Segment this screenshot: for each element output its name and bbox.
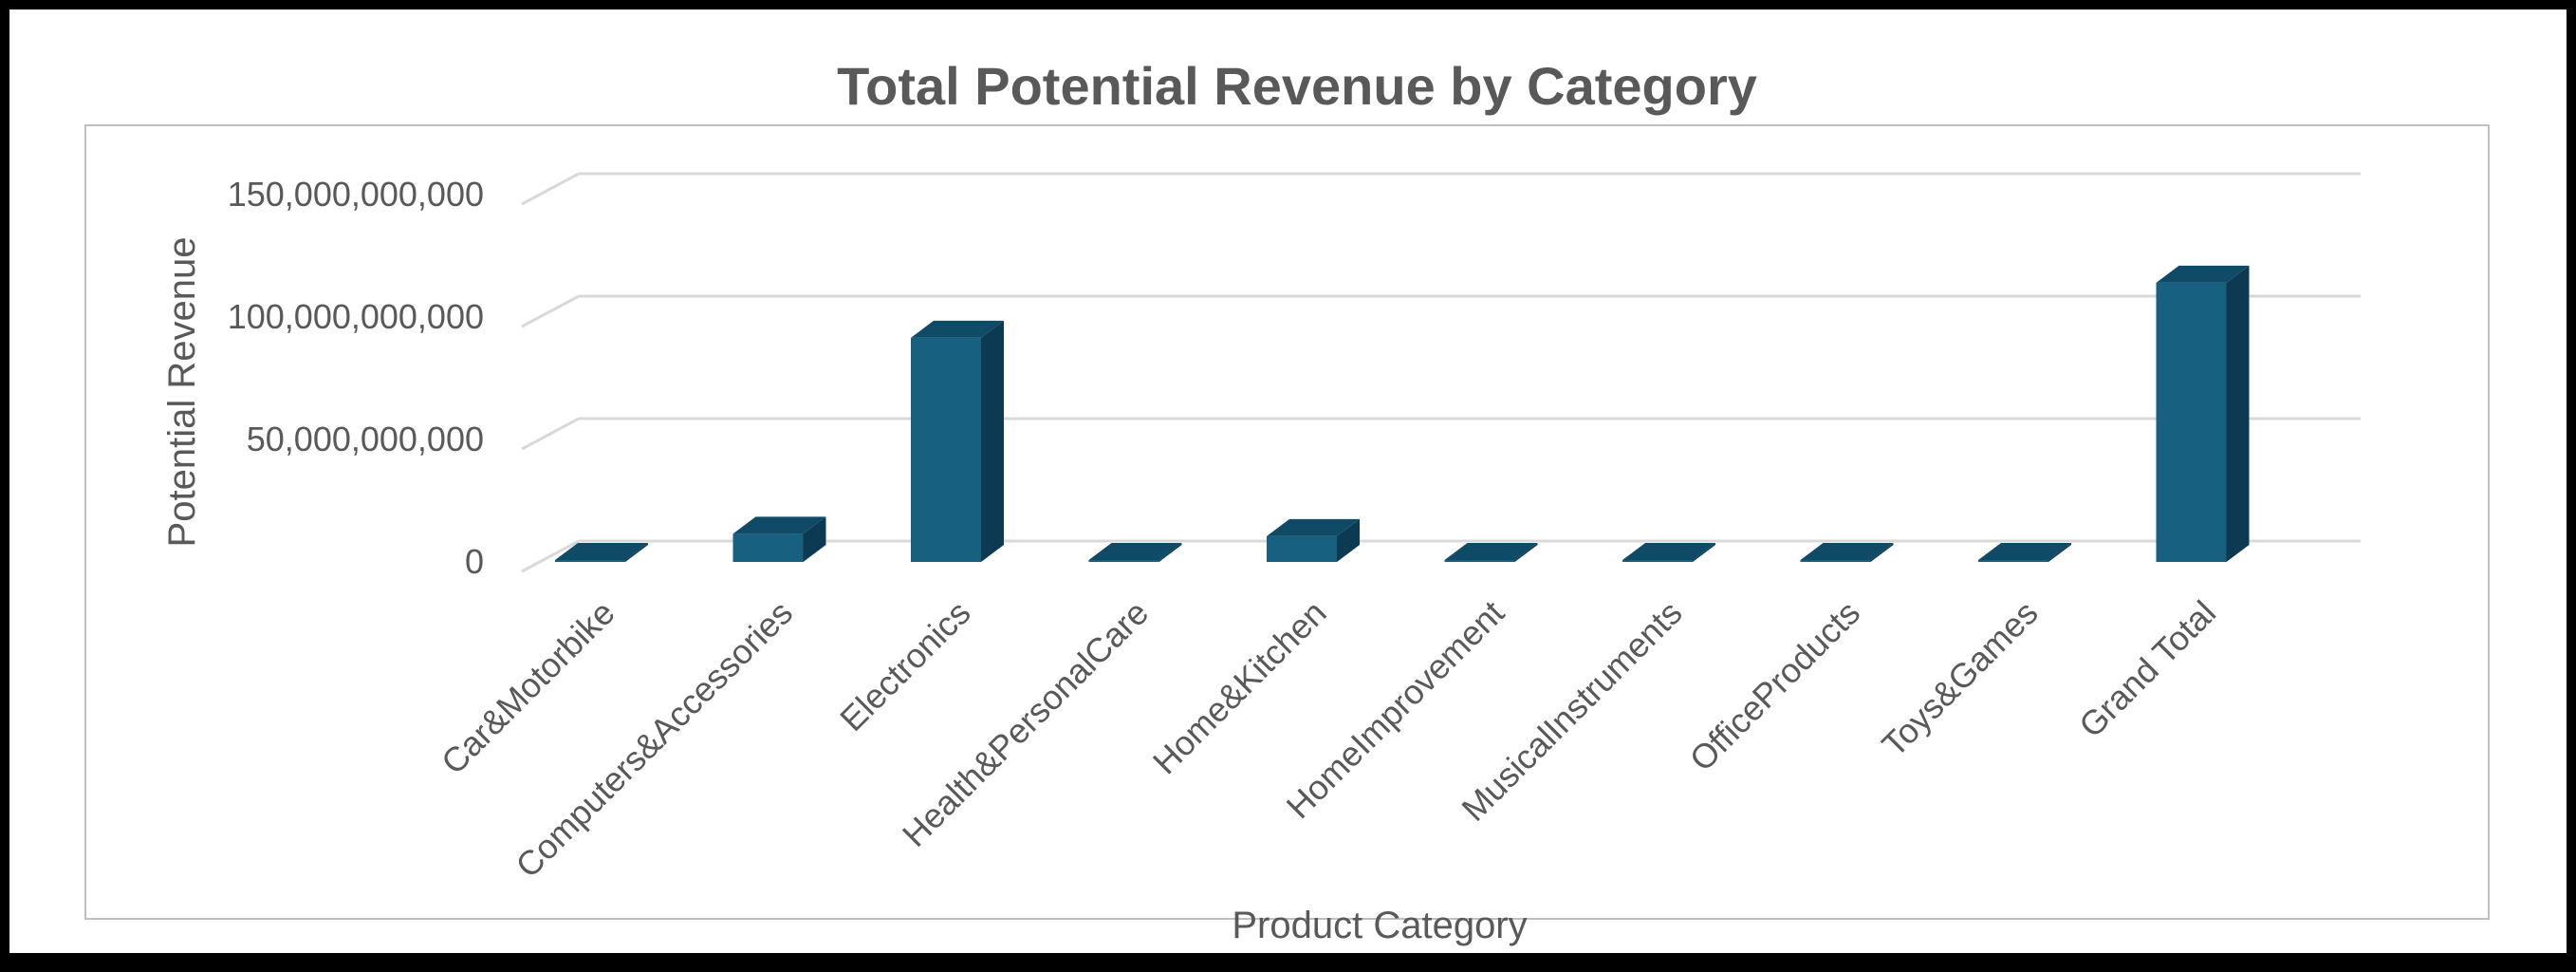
- y-tick-label: 0: [465, 542, 484, 581]
- gridline-diagonal: [521, 417, 580, 451]
- bar-top: [1267, 518, 1360, 536]
- bar-side: [625, 543, 648, 562]
- bar-side: [803, 516, 826, 562]
- gridline-diagonal: [521, 172, 580, 206]
- bar: [2156, 282, 2227, 562]
- bar: [1088, 560, 1159, 562]
- bar-top: [911, 320, 1004, 338]
- bar-top: [555, 543, 648, 560]
- y-tick-label: 50,000,000,000: [247, 420, 484, 458]
- bar: [1978, 560, 2048, 562]
- bar-top: [1800, 543, 1894, 560]
- bar: [1800, 560, 1871, 562]
- bar-top: [2156, 265, 2250, 283]
- y-tick-label: 100,000,000,000: [228, 297, 484, 336]
- bar-side: [2226, 265, 2250, 562]
- bar: [911, 337, 981, 562]
- gridline-diagonal: [521, 539, 580, 573]
- y-axis-title: Potential Revenue: [161, 237, 203, 548]
- gridline-diagonal: [521, 294, 580, 328]
- bar-top: [1622, 543, 1715, 560]
- bars: [555, 265, 2250, 562]
- bar: [555, 560, 625, 562]
- bar-side: [1693, 543, 1715, 562]
- chart-svg: Total Potential Revenue by Category Prod…: [84, 56, 2490, 946]
- bar-side: [981, 320, 1004, 562]
- bar-top: [1088, 543, 1182, 560]
- y-axis-ticks: 0 50,000,000,000 100,000,000,000 150,000,00…: [228, 175, 484, 581]
- bar: [1444, 560, 1515, 562]
- bar-top: [1444, 543, 1538, 560]
- bar-side: [1337, 518, 1360, 562]
- y-tick-label: 150,000,000,000: [228, 175, 484, 214]
- bar-top: [732, 516, 826, 534]
- bar: [1622, 560, 1693, 562]
- x-axis-title: Product Category: [1232, 905, 1527, 946]
- bar-side: [1158, 543, 1182, 562]
- bar-side: [2048, 543, 2071, 562]
- bar-side: [1514, 543, 1538, 562]
- bar: [1267, 535, 1337, 562]
- bar-top: [1978, 543, 2071, 560]
- bar: [732, 533, 804, 562]
- chart-title: Total Potential Revenue by Category: [837, 56, 1757, 116]
- bar-side: [1870, 543, 1894, 562]
- gridlines: [521, 172, 2361, 573]
